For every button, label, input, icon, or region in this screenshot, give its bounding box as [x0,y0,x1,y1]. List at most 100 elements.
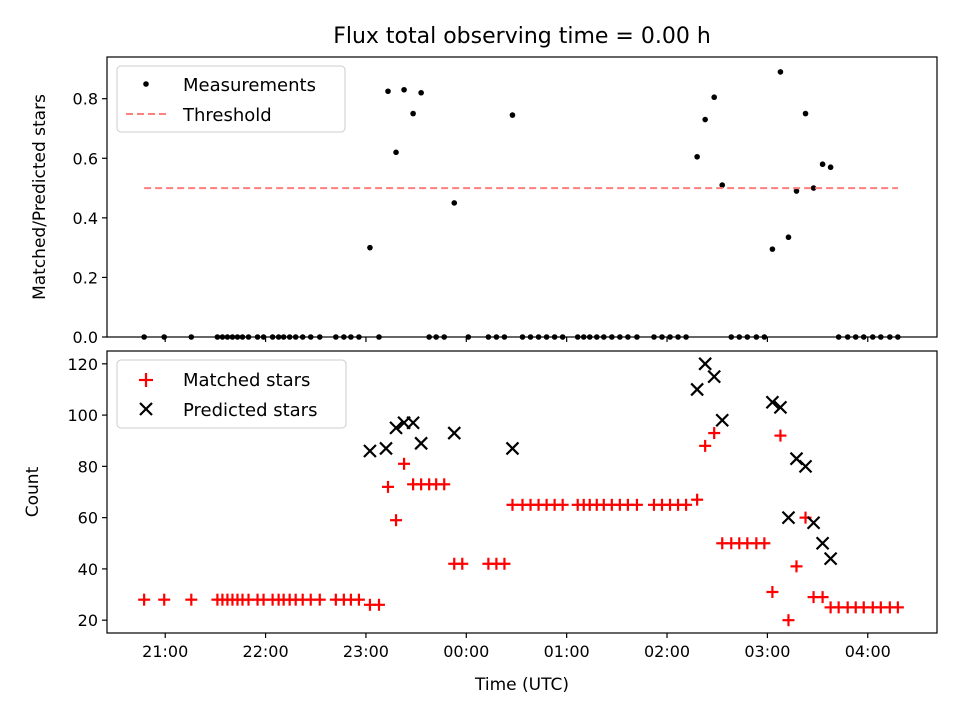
ratio-axes-frame [106,56,938,338]
ratio-y-axis: 0.0 0.2 0.4 0.6 0.8 [73,90,107,347]
y-tick-label: 40 [78,560,98,579]
legend-matched-marker [139,373,153,387]
matched-point [782,614,795,627]
measurement-point [385,88,391,95]
predicted-point [806,515,821,530]
predicted-point [690,382,704,397]
matched-point [158,593,171,606]
x-tick-label: 01:00 [544,642,590,661]
predicted-point [823,551,838,566]
y-tick-label: 60 [78,509,98,528]
y-tick-label: 20 [78,611,98,630]
measurement-point [827,164,834,171]
measurement-point [793,188,800,194]
matched-point [556,498,569,511]
ratio-x-ticks [164,337,869,342]
y-tick-label: 0.0 [73,328,98,347]
matched-point [774,429,787,442]
y-tick-label: 0.6 [73,149,98,168]
count-plot-area [138,357,904,627]
x-tick-label: 02:00 [644,642,690,661]
measurement-point [367,244,373,251]
matched-point [313,593,326,606]
series-matched-stars [138,427,904,627]
legend-predicted-marker [139,402,153,416]
matched-point [456,557,469,570]
matched-point [372,598,385,611]
figure-title: Flux total observing time = 0.00 h [333,24,711,49]
ratio-legend: Measurements Threshold [116,65,346,133]
x-tick-label: 21:00 [142,642,188,661]
y-tick-label: 0.8 [73,90,98,109]
y-tick-label: 100 [67,406,98,425]
matched-point [185,593,198,606]
matched-point [708,427,721,440]
matched-point [680,498,693,511]
count-panel: 20 40 60 80 100 120 21:00 22:00 23:00 00:00 01:00… [23,350,938,695]
count-y-axis: 20 40 60 80 100 120 [67,355,107,630]
predicted-point [505,441,520,456]
count-y-axis-label: Count [23,466,43,517]
matched-point [438,478,451,491]
predicted-point [379,441,393,456]
predicted-point [715,413,730,427]
ratio-legend-box [116,65,346,133]
measurement-point [418,89,424,96]
predicted-point [447,426,462,440]
predicted-point [363,444,377,458]
matched-point [691,493,704,506]
x-tick-label: 04:00 [845,642,891,661]
measurement-point [769,246,776,252]
measurement-point [509,112,516,118]
series-measurements [141,69,901,340]
series-predicted-stars [363,357,838,566]
matched-point [506,498,519,511]
legend-threshold-label: Threshold [182,105,272,126]
predicted-point [781,510,796,525]
predicted-point [765,395,780,410]
matched-point [816,591,829,604]
predicted-point [389,421,403,435]
count-axes-frame [106,350,938,634]
ratio-panel: 0.00.20.40.60.8 Matched/Predicted stars … [30,56,938,347]
predicted-point [698,357,712,371]
measurement-point [785,234,792,241]
ratio-plot-area [141,69,901,340]
measurement-point [410,110,416,117]
legend-measurements-label: Measurements [183,75,316,96]
matched-point [398,457,411,470]
matched-point [498,557,511,570]
x-tick-label: 22:00 [243,642,289,661]
count-legend-box [116,359,347,429]
y-tick-label: 0.2 [73,268,98,287]
matched-point [699,439,712,452]
measurement-point [810,185,817,191]
measurement-point [694,153,700,160]
matched-point [138,593,151,606]
legend-measurements-marker [143,81,149,87]
matched-point [766,585,779,598]
predicted-point [773,400,788,415]
measurement-point [777,69,784,75]
matched-point [891,601,904,614]
x-axis-label: Time (UTC) [474,675,569,695]
x-tick-label: 23:00 [343,642,389,661]
measurement-point [702,116,708,123]
matched-point [382,480,395,493]
matched-point [352,593,365,606]
legend-predicted-label: Predicted stars [183,400,317,421]
predicted-point [707,369,721,384]
predicted-point [798,459,813,474]
predicted-point [815,536,830,551]
count-legend: Matched stars Predicted stars [116,359,347,429]
measurement-point [802,110,809,117]
predicted-point [414,436,428,451]
y-tick-label: 80 [78,457,98,476]
count-x-axis: 21:00 22:00 23:00 00:00 01:00 02:00 03:00 04:00 [142,633,891,661]
matched-point [390,514,403,527]
measurement-point [393,149,399,156]
matched-point [790,560,803,573]
x-tick-label: 00:00 [443,642,489,661]
y-tick-label: 120 [67,355,98,374]
